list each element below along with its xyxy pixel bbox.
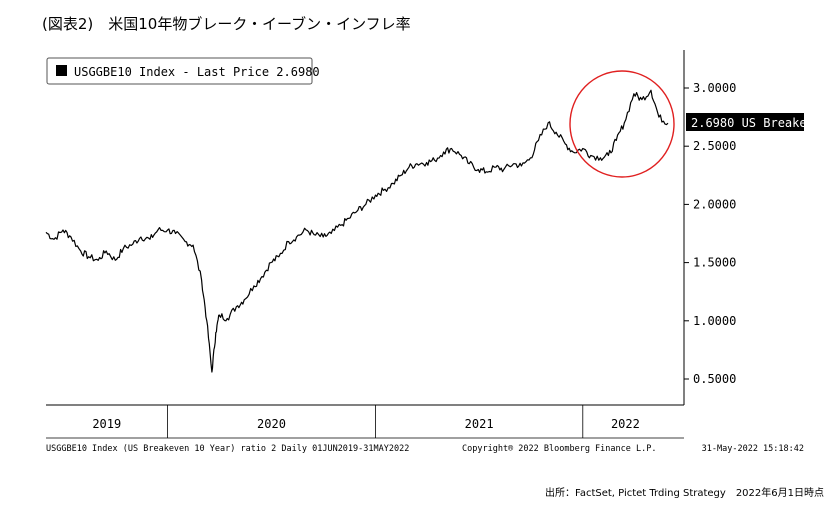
legend: USGGBE10 Index - Last Price 2.6980 xyxy=(46,57,320,85)
series-line-usggbe10 xyxy=(45,89,669,373)
y-tick-label: 3.0000 xyxy=(693,81,736,95)
legend-swatch xyxy=(56,65,67,76)
highlight-circle xyxy=(569,70,675,178)
x-period-separators xyxy=(167,405,584,438)
legend-box xyxy=(46,57,313,85)
last-value-tag-bg xyxy=(686,113,804,131)
source-note: 出所：FactSet, Pictet Trding Strategy 2022年… xyxy=(544,488,824,499)
y-tick-label: 1.5000 xyxy=(693,256,736,270)
x-period-labels: 2019 2020 2021 2022 xyxy=(92,417,640,431)
y-tick-label: 0.5000 xyxy=(693,372,736,386)
footer-left: USGGBE10 Index (US Breakeven 10 Year) ra… xyxy=(46,444,409,454)
x-period-label: 2021 xyxy=(465,417,494,431)
x-period-label: 2019 xyxy=(92,417,121,431)
last-value-tag-text: 2.6980 US Breake xyxy=(691,116,807,130)
y-tick-label: 2.5000 xyxy=(693,139,736,153)
last-value-tag: 2.6980 US Breake xyxy=(686,113,807,131)
y-axis-ticks: 3.0000 2.5000 2.0000 1.5000 1.0000 0.5000 xyxy=(684,81,736,386)
x-period-label: 2022 xyxy=(611,417,640,431)
footer-center: Copyright® 2022 Bloomberg Finance L.P. xyxy=(462,444,656,454)
x-period-label: 2020 xyxy=(257,417,286,431)
footer-right: 31-May-2022 15:18:42 xyxy=(702,444,804,454)
figure-title: (図表2) 米国10年物ブレーク・イーブン・インフレ率 xyxy=(42,15,411,33)
y-tick-label: 2.0000 xyxy=(693,197,736,211)
legend-label: USGGBE10 Index - Last Price 2.6980 xyxy=(74,65,320,79)
y-tick-label: 1.0000 xyxy=(693,314,736,328)
